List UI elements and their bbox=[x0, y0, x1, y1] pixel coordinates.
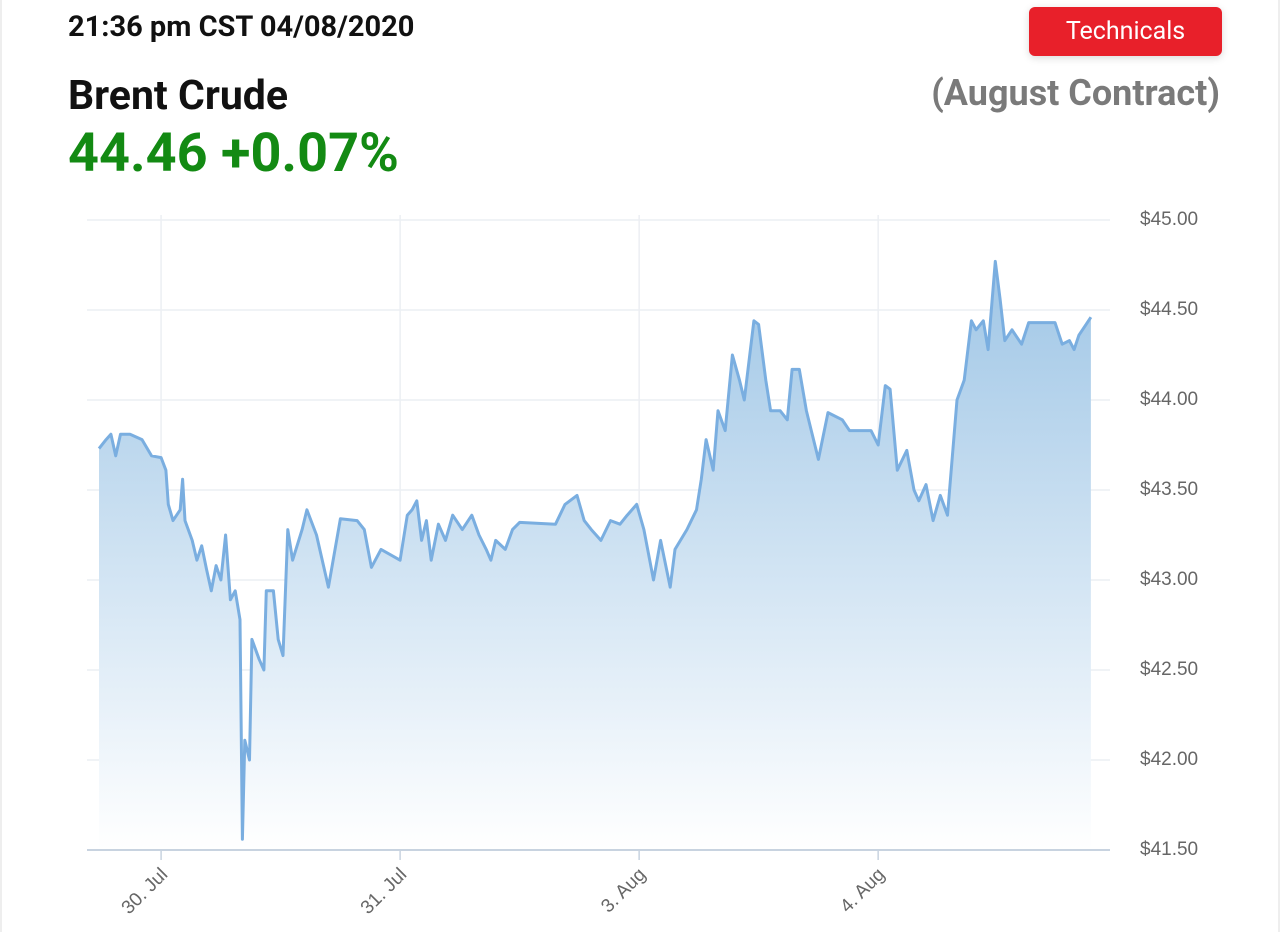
technicals-button[interactable]: Technicals bbox=[1029, 7, 1222, 56]
y-tick-label: $41.50 bbox=[1140, 839, 1198, 860]
y-tick-label: $42.00 bbox=[1140, 749, 1198, 770]
y-tick-label: $44.50 bbox=[1140, 299, 1198, 320]
price-line: 44.46 +0.07% bbox=[68, 122, 399, 185]
contract-label: (August Contract) bbox=[931, 72, 1220, 114]
y-tick-label: $45.00 bbox=[1140, 209, 1198, 230]
y-tick-label: $42.50 bbox=[1140, 659, 1198, 680]
timestamp: 21:36 pm CST 04/08/2020 bbox=[68, 10, 415, 44]
x-tick-label: 4. Aug bbox=[836, 864, 889, 917]
y-tick-label: $43.00 bbox=[1140, 569, 1198, 590]
x-tick-label: 30. Jul bbox=[118, 864, 172, 918]
price: 44.46 bbox=[68, 122, 208, 185]
x-tick-label: 3. Aug bbox=[597, 864, 650, 917]
instrument-name: Brent Crude bbox=[68, 72, 289, 120]
price-line bbox=[97, 259, 1093, 841]
change: +0.07% bbox=[221, 122, 399, 185]
area-fill bbox=[99, 261, 1091, 850]
y-tick-label: $43.50 bbox=[1140, 479, 1198, 500]
y-tick-label: $44.00 bbox=[1140, 389, 1198, 410]
x-tick-label: 31. Jul bbox=[357, 864, 411, 918]
